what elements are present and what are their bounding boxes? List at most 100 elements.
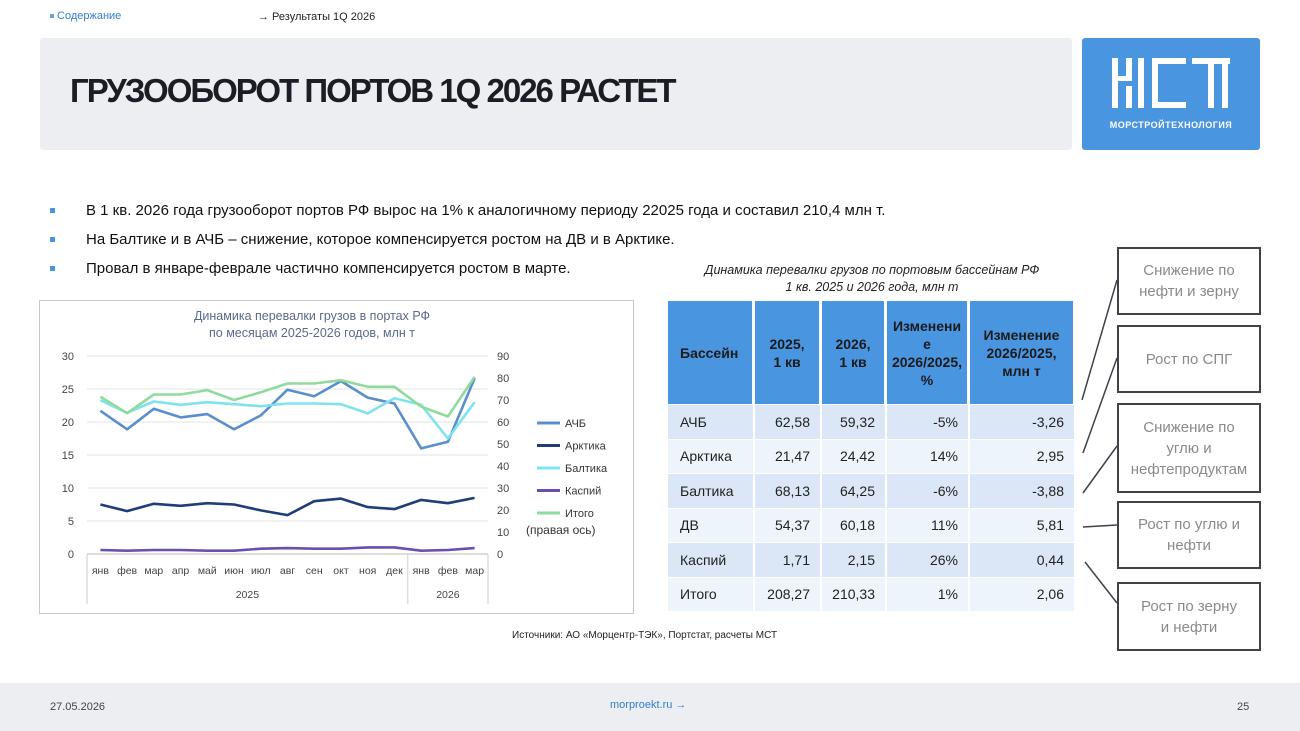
table-row: ДВ 54,37 60,18 11% 5,81: [668, 507, 1074, 542]
x-tick-label: мар: [144, 565, 163, 577]
year-label: 2025: [236, 589, 260, 601]
value-cell: 11%: [887, 507, 968, 542]
y-tick-right: 60: [497, 417, 509, 429]
table-row: Арктика 21,47 24,42 14% 2,95: [668, 438, 1074, 473]
y-tick-right: 80: [497, 373, 509, 385]
header-line: 2025,: [769, 335, 805, 352]
x-tick-label: сен: [306, 565, 323, 577]
value-cell: 5,81: [970, 507, 1074, 542]
value-cell: 2,06: [970, 576, 1074, 611]
header-line: е: [923, 335, 931, 352]
table-header-cell: 2026, 1 кв: [822, 301, 885, 404]
note-text: Рост по зерну и нефти: [1140, 597, 1238, 636]
y-tick-right: 0: [497, 549, 503, 561]
basin-cell: Итого: [668, 576, 753, 611]
header-line: млн т: [1002, 362, 1041, 379]
line-chart: Динамика перевалки грузов в портах РФ по …: [39, 300, 634, 614]
y-tick-right: 10: [497, 527, 509, 539]
bullet-icon: [50, 14, 54, 19]
value-cell: 64,25: [822, 473, 885, 508]
breadcrumb[interactable]: → Результаты 1Q 2026: [258, 11, 376, 23]
bullet-item: В 1 кв. 2026 года грузооборот портов РФ …: [50, 196, 885, 225]
value-cell: -3,26: [970, 404, 1074, 439]
value-cell: 24,42: [822, 438, 885, 473]
table-row: Итого 208,27 210,33 1% 2,06: [668, 576, 1074, 611]
contents-link[interactable]: Содержание: [50, 10, 121, 22]
y-tick-left: 0: [68, 549, 74, 561]
value-cell: 1,71: [755, 542, 820, 577]
table-caption-line2: 1 кв. 2025 и 2026 года, млн т: [785, 280, 959, 294]
page-number: 25: [1237, 701, 1250, 713]
sources-note: Источники: АО «Морцентр-ТЭК», Портстат, …: [512, 630, 778, 641]
basin-cell: АЧБ: [668, 404, 753, 439]
x-tick-label: окт: [333, 565, 349, 577]
y-tick-right: 30: [497, 483, 509, 495]
header-line: 2026,: [835, 335, 871, 352]
value-cell: -5%: [887, 404, 968, 439]
basin-cell: Арктика: [668, 438, 753, 473]
y-tick-right: 90: [497, 351, 509, 363]
table-header-cell: Бассейн: [668, 301, 753, 404]
table-row: Балтика 68,13 64,25 -6% -3,88: [668, 473, 1074, 508]
ports-table: Бассейн 2025, 1 кв 2026, 1 кв Изменени е 202…: [666, 301, 1076, 611]
line-chart-svg: Динамика перевалки грузов в портах РФ по …: [62, 309, 608, 604]
bullet-text: Провал в январе-феврале частично компенс…: [86, 260, 571, 277]
note-text: Рост по углю и нефти: [1137, 516, 1241, 554]
note-box: Снижение по углю и нефтепродуктам: [1117, 403, 1261, 493]
note-box: Рост по СПГ: [1117, 325, 1261, 393]
note-text: Снижение по углю и нефтепродуктам: [1130, 418, 1248, 478]
y-tick-right: 70: [497, 395, 509, 407]
x-tick-label: июн: [224, 565, 244, 577]
value-cell: 21,47: [755, 438, 820, 473]
series-line-Балтика: [99, 396, 476, 440]
y-tick-left: 30: [62, 351, 74, 363]
series-line-АЧБ: [99, 377, 476, 450]
header-band: [40, 38, 1072, 150]
x-tick-label: июл: [251, 565, 271, 577]
y-tick-left: 5: [68, 516, 74, 528]
x-tick-label: май: [198, 565, 217, 577]
x-tick-label: апр: [172, 565, 190, 577]
page-title: ГРУЗООБОРОТ ПОРТОВ 1Q 2026 РАСТЕТ: [70, 72, 677, 109]
y-tick-right: 50: [497, 439, 509, 451]
note-box: Снижение по нефти и зерну: [1117, 247, 1261, 315]
x-tick-label: авг: [280, 565, 295, 577]
series-line-Итого: [99, 376, 476, 418]
legend-label: Арктика: [565, 441, 607, 453]
x-tick-label: янв: [92, 565, 109, 577]
value-cell: 208,27: [755, 576, 820, 611]
header-line: Изменение: [983, 326, 1060, 343]
year-label: 2026: [436, 589, 460, 601]
value-cell: 2,15: [822, 542, 885, 577]
x-tick-label: янв: [413, 565, 430, 577]
chart-title: Динамика перевалки грузов в портах РФ: [194, 309, 430, 323]
value-cell: 0,44: [970, 542, 1074, 577]
series-line-Каспий: [100, 546, 475, 552]
bullet-icon: [50, 266, 55, 271]
bullet-list: В 1 кв. 2026 года грузооборот портов РФ …: [50, 196, 885, 283]
y-tick-right: 20: [497, 505, 509, 517]
value-cell: 62,58: [755, 404, 820, 439]
contents-link-label: Содержание: [57, 10, 122, 22]
table-header-cell: Изменение 2026/2025, млн т: [970, 301, 1074, 404]
header-line: 1 кв: [773, 353, 801, 370]
footer-date: 27.05.2026: [50, 701, 106, 713]
note-text: Снижение по нефти и зерну: [1139, 262, 1239, 300]
y-tick-right: 40: [497, 461, 509, 473]
table-caption-line1: Динамика перевалки грузов по портовым ба…: [704, 263, 1040, 277]
bullet-icon: [50, 237, 55, 242]
bullet-text: На Балтике и в АЧБ – снижение, которое к…: [86, 231, 675, 248]
bullet-item: На Балтике и в АЧБ – снижение, которое к…: [50, 225, 885, 254]
footer: 27.05.2026 morproekt.ru → 25: [0, 683, 1300, 731]
footer-site-link[interactable]: morproekt.ru →: [610, 699, 687, 711]
table-row: Каспий 1,71 2,15 26% 0,44: [668, 542, 1074, 577]
bullet-item: Провал в январе-феврале частично компенс…: [50, 254, 885, 283]
logo-mark-icon: [1112, 58, 1230, 108]
x-tick-label: фев: [117, 565, 137, 577]
table-header-row: Бассейн 2025, 1 кв 2026, 1 кв Изменени е 202…: [668, 301, 1074, 404]
legend-label: АЧБ: [565, 418, 586, 430]
header-line: 2026/2025,: [891, 353, 963, 370]
value-cell: 2,95: [970, 438, 1074, 473]
x-tick-label: ноя: [359, 565, 376, 577]
header-line: 2026/2025,: [986, 344, 1057, 361]
